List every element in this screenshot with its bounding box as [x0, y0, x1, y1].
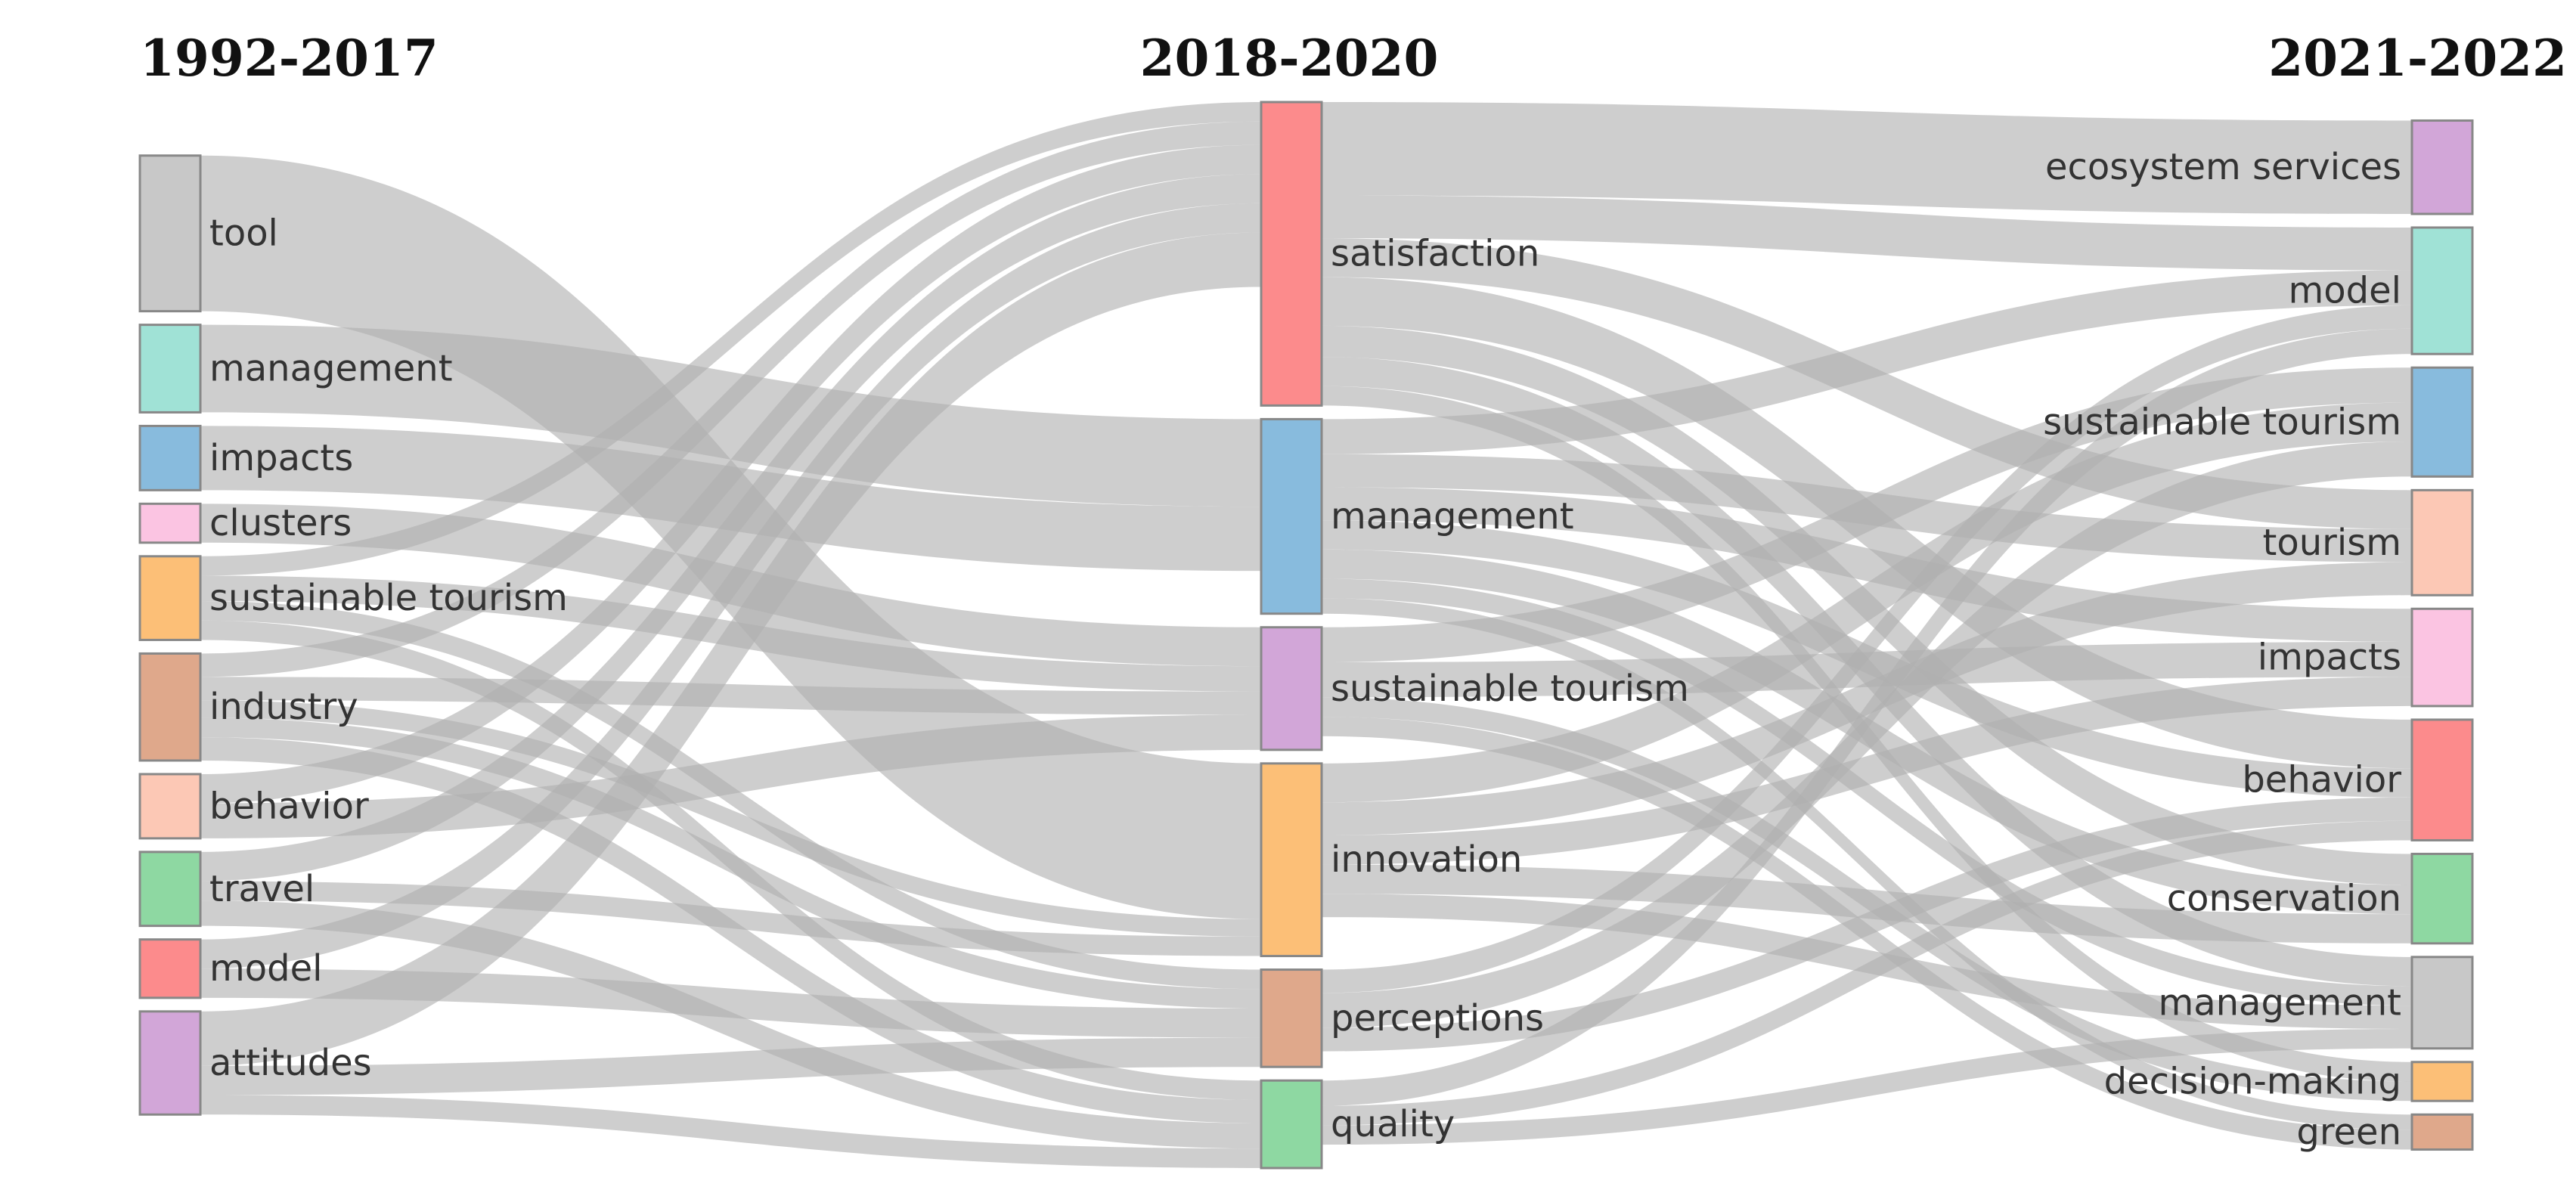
node-labels: tool management impacts clusters sustainable…: [209, 146, 2401, 1153]
node-label-c2-impacts: impacts: [2258, 637, 2401, 679]
node-c0-sustainable-tourism: [138, 555, 202, 641]
flow-c1-innovation-to-c2-sustainable-tourism: [1322, 402, 2412, 803]
node-label-c0-management: management: [209, 348, 453, 390]
flow-c1-management-to-c2-green: [1322, 598, 2412, 1130]
flow-c0-model-to-c1-perceptions: [200, 968, 1261, 1038]
node-label-c2-tourism: tourism: [2263, 522, 2401, 564]
flow-links: [200, 102, 2412, 1168]
flow-c1-innovation-to-c2-impacts: [1322, 677, 2412, 865]
flow-c0-sustainable-tourism-to-c1-satisfaction: [200, 102, 1261, 576]
node-c1-sustainable-tourism: [1260, 626, 1323, 751]
node-c0-clusters: [138, 502, 202, 544]
flow-c0-travel-to-c1-satisfaction: [200, 174, 1261, 882]
flow-c1-management-to-c2-management: [1322, 578, 2412, 1006]
flow-c0-management-to-c1-management: [200, 324, 1261, 507]
node-c1-management: [1260, 417, 1323, 615]
period-title-2021-2022: 2021-2022: [2268, 29, 2567, 88]
node-label-c2-ecosystem-services: ecosystem services: [2045, 146, 2401, 188]
period-titles: 1992-2017 2018-2020 2021-2022: [140, 29, 2567, 88]
node-label-c0-model: model: [209, 947, 322, 990]
flow-c1-perceptions-to-c2-sustainable-tourism: [1322, 442, 2412, 1028]
node-label-c1-satisfaction: satisfaction: [1331, 233, 1539, 275]
period-title-2018-2020: 2018-2020: [1140, 29, 1439, 88]
node-c2-conservation: [2410, 852, 2474, 945]
node-label-c2-green: green: [2296, 1111, 2401, 1153]
node-label-c0-tool: tool: [209, 212, 278, 255]
node-label-c1-perceptions: perceptions: [1331, 997, 1544, 1040]
node-label-c2-conservation: conservation: [2167, 878, 2401, 920]
node-c2-tourism: [2410, 488, 2474, 596]
node-c1-quality: [1260, 1079, 1323, 1170]
flow-c1-management-to-c2-model: [1322, 270, 2412, 454]
flow-c1-innovation-to-c2-tourism: [1322, 562, 2412, 836]
node-label-c1-sustainable-tourism: sustainable tourism: [1331, 668, 1689, 710]
node-label-c2-model: model: [2289, 270, 2401, 312]
node-label-c2-sustainable-tourism: sustainable tourism: [2043, 401, 2401, 443]
flow-c0-attitudes-to-c1-satisfaction: [200, 232, 1261, 1066]
node-c0-behavior: [138, 773, 202, 840]
flow-c1-perceptions-to-c2-model: [1322, 305, 2412, 993]
flow-c0-industry-to-c1-innovation: [200, 700, 1261, 937]
node-label-c0-behavior: behavior: [209, 785, 369, 827]
node-c0-attitudes: [138, 1010, 202, 1116]
flow-c1-innovation-to-c2-management: [1322, 894, 2412, 1030]
node-c2-ecosystem-services: [2410, 119, 2474, 215]
node-label-c2-behavior: behavior: [2242, 759, 2401, 801]
node-c1-satisfaction: [1260, 101, 1323, 407]
node-label-c1-management: management: [1331, 495, 1574, 538]
node-label-c1-innovation: innovation: [1331, 838, 1522, 881]
flow-c1-quality-to-c2-management: [1322, 1029, 2412, 1145]
flow-c0-industry-to-c1-satisfaction: [200, 121, 1261, 677]
flow-c0-travel-to-c1-quality: [200, 900, 1261, 1149]
node-label-c0-attitudes: attitudes: [209, 1042, 372, 1084]
node-c2-green: [2410, 1113, 2474, 1151]
node-c1-innovation: [1260, 762, 1323, 958]
node-c2-behavior: [2410, 718, 2474, 841]
node-c2-management: [2410, 956, 2474, 1050]
flow-c0-travel-to-c1-innovation: [200, 881, 1261, 956]
node-c2-sustainable-tourism: [2410, 366, 2474, 478]
flow-c1-satisfaction-to-c2-model: [1322, 195, 2412, 271]
flow-c1-sustainable-tourism-to-c2-impacts: [1322, 642, 2412, 698]
period-title-1992-2017: 1992-2017: [140, 29, 439, 88]
node-label-c0-clusters: clusters: [209, 502, 352, 544]
flow-c0-industry-to-c1-perceptions: [200, 717, 1261, 1009]
node-label-c0-impacts: impacts: [209, 437, 353, 479]
node-c2-model: [2410, 226, 2474, 355]
node-c0-tool: [138, 154, 202, 313]
node-c0-impacts: [138, 424, 202, 491]
flow-c0-impacts-to-c1-management: [200, 426, 1261, 572]
node-c0-management: [138, 324, 202, 414]
flow-c1-satisfaction-to-c2-tourism: [1322, 238, 2412, 529]
node-c1-perceptions: [1260, 968, 1323, 1068]
flow-c0-attitudes-to-c1-quality: [200, 1095, 1261, 1168]
flow-c1-quality-to-c2-behavior: [1322, 820, 2412, 1126]
flow-c1-satisfaction-to-c2-ecosystem-services: [1322, 102, 2412, 214]
node-c2-decision-making: [2410, 1061, 2474, 1102]
node-label-c0-travel: travel: [209, 868, 315, 910]
flow-c1-perceptions-to-c2-behavior: [1322, 797, 2412, 1052]
node-label-c0-sustainable-tourism: sustainable tourism: [209, 577, 568, 619]
node-c0-industry: [138, 652, 202, 762]
node-label-c2-decision-making: decision-making: [2104, 1060, 2401, 1102]
flow-c0-attitudes-to-c1-perceptions: [200, 1037, 1261, 1095]
flow-c0-behavior-to-c1-satisfaction: [200, 144, 1261, 804]
node-label-c2-management: management: [2158, 981, 2401, 1024]
node-label-c0-industry: industry: [209, 686, 358, 728]
node-boxes: [138, 101, 2474, 1170]
node-label-c1-quality: quality: [1331, 1103, 1455, 1145]
flow-c0-sustainable-tourism-to-c1-perceptions: [200, 600, 1261, 990]
flow-c1-sustainable-tourism-to-c2-sustainable-tourism: [1322, 367, 2412, 663]
node-c0-travel: [138, 851, 202, 928]
flow-c1-innovation-to-c2-conservation: [1322, 864, 2412, 944]
node-c0-model: [138, 938, 202, 999]
flow-c0-industry-to-c1-sustainable-tourism: [200, 677, 1261, 715]
node-c2-impacts: [2410, 607, 2474, 708]
flow-c0-industry-to-c1-quality: [200, 737, 1261, 1123]
flow-c1-quality-to-c2-model: [1322, 328, 2412, 1106]
flow-c0-model-to-c1-satisfaction: [200, 203, 1261, 969]
